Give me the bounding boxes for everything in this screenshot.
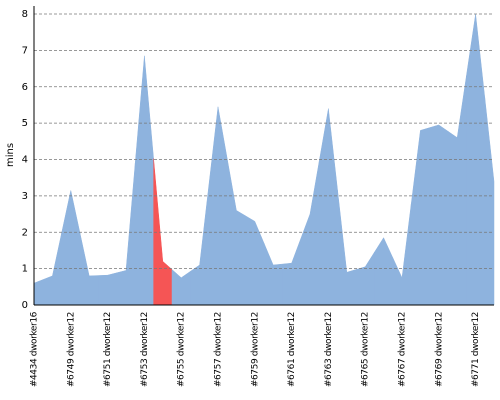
y-tick-label: 0 [22, 300, 28, 311]
x-tick-label: #6759 dworker12 [250, 312, 260, 387]
area-segment [42, 233, 62, 306]
y-axis-label: mins [5, 143, 16, 167]
area-segment [410, 127, 430, 306]
area-segment [392, 204, 412, 306]
area-segment [337, 190, 357, 306]
y-tick-label: 4 [22, 155, 28, 166]
area-segment [208, 106, 228, 306]
area-segment [79, 233, 99, 306]
area-segment [374, 237, 394, 306]
y-tick-label: 8 [22, 9, 28, 20]
x-tick-label: #6757 dworker12 [214, 312, 224, 387]
area-segment [245, 215, 265, 306]
area-segment [190, 185, 210, 306]
x-tick-label: #6751 dworker12 [103, 312, 113, 387]
area-segment [134, 55, 154, 306]
y-tick-label: 3 [22, 191, 28, 202]
x-tick-label: #6755 dworker12 [177, 312, 187, 387]
area-segment [355, 251, 375, 306]
x-tick-label: #6749 dworker12 [66, 312, 76, 387]
area-segment [98, 272, 118, 306]
x-tick-label: #4434 dworker16 [30, 311, 40, 387]
area-segment [429, 124, 449, 306]
area-segment [263, 243, 283, 306]
area-segment [300, 161, 320, 306]
x-tick-label: #6771 dworker12 [471, 312, 481, 387]
y-tick-label: 5 [22, 118, 28, 129]
x-tick-label: #6753 dworker12 [140, 312, 150, 387]
area-segment [484, 97, 495, 306]
area-segment [61, 190, 81, 306]
y-tick-label: 2 [22, 227, 28, 238]
y-tick-label: 1 [22, 264, 28, 275]
area-segment [226, 158, 246, 306]
x-tick-label: #6769 dworker12 [434, 312, 444, 387]
y-tick-label: 6 [22, 82, 28, 93]
y-tick-label: 7 [22, 45, 28, 56]
area-segment [116, 163, 136, 306]
area-segment [318, 108, 338, 306]
x-tick-label: #6761 dworker12 [287, 312, 297, 387]
area-segment [282, 238, 302, 306]
area-segment [171, 268, 191, 306]
x-tick-label: #6763 dworker12 [324, 312, 334, 387]
area-segment [153, 158, 173, 306]
area-segment [447, 75, 467, 306]
x-tick-label: #6765 dworker12 [361, 312, 371, 387]
area-segment [33, 279, 44, 306]
x-tick-label: #6767 dworker12 [398, 312, 408, 387]
